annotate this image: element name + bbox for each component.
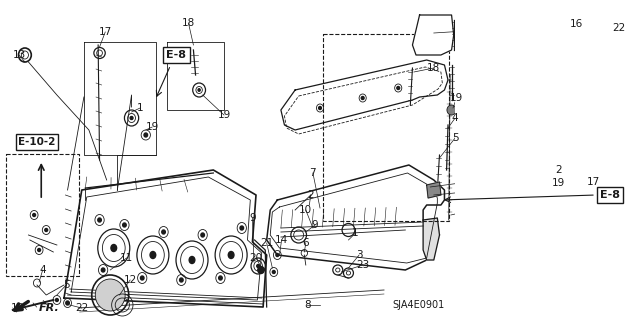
Polygon shape — [412, 15, 454, 55]
Text: 22: 22 — [75, 303, 88, 313]
Text: 18: 18 — [427, 63, 440, 73]
Text: 8: 8 — [304, 300, 310, 310]
Text: 17: 17 — [99, 27, 112, 37]
Ellipse shape — [228, 251, 234, 258]
Ellipse shape — [45, 228, 47, 232]
Polygon shape — [427, 182, 441, 198]
Ellipse shape — [219, 276, 222, 280]
Text: 10: 10 — [300, 205, 312, 215]
Ellipse shape — [257, 264, 260, 268]
Polygon shape — [64, 170, 267, 307]
Ellipse shape — [150, 251, 156, 258]
Text: 3: 3 — [356, 250, 362, 260]
Text: 9: 9 — [249, 213, 256, 223]
Text: E-8: E-8 — [600, 190, 620, 200]
Ellipse shape — [95, 279, 125, 311]
Text: 19: 19 — [552, 178, 565, 188]
Ellipse shape — [101, 268, 105, 272]
Text: 6: 6 — [303, 238, 309, 248]
Ellipse shape — [123, 223, 126, 227]
Polygon shape — [267, 165, 444, 270]
Text: 7: 7 — [310, 168, 316, 178]
Text: FR.: FR. — [39, 303, 60, 313]
Ellipse shape — [33, 213, 36, 217]
Text: 23: 23 — [356, 260, 369, 270]
Ellipse shape — [111, 244, 116, 251]
Text: 20: 20 — [250, 253, 262, 263]
Text: 2: 2 — [555, 165, 561, 175]
Ellipse shape — [198, 89, 200, 91]
Ellipse shape — [276, 254, 279, 256]
Text: 4: 4 — [452, 113, 458, 123]
Text: E-8: E-8 — [166, 50, 186, 60]
Ellipse shape — [189, 256, 195, 263]
Text: 4: 4 — [39, 265, 46, 275]
Text: 13: 13 — [13, 50, 26, 60]
Text: 9: 9 — [312, 220, 318, 230]
Ellipse shape — [66, 301, 69, 305]
Text: 1: 1 — [352, 228, 359, 238]
Text: E-10-2: E-10-2 — [19, 137, 56, 147]
Text: 14: 14 — [275, 235, 288, 245]
Ellipse shape — [162, 230, 165, 234]
Text: 5: 5 — [452, 133, 458, 143]
Text: 2: 2 — [307, 190, 314, 200]
Text: 19: 19 — [145, 122, 159, 132]
Ellipse shape — [140, 276, 144, 280]
Text: 1: 1 — [137, 103, 143, 113]
Text: 17: 17 — [587, 177, 600, 187]
Ellipse shape — [38, 249, 40, 251]
Polygon shape — [423, 218, 440, 260]
Text: SJA4E0901: SJA4E0901 — [392, 300, 444, 310]
Text: 18: 18 — [182, 18, 195, 28]
Ellipse shape — [56, 299, 58, 301]
Text: 16: 16 — [570, 19, 582, 29]
Ellipse shape — [273, 271, 275, 273]
Ellipse shape — [180, 278, 183, 282]
Text: 22: 22 — [612, 23, 625, 33]
Ellipse shape — [397, 86, 399, 90]
Ellipse shape — [144, 133, 148, 137]
Text: 11: 11 — [120, 253, 133, 263]
Ellipse shape — [98, 218, 101, 222]
Ellipse shape — [447, 105, 456, 115]
Text: 5: 5 — [63, 280, 70, 290]
Ellipse shape — [130, 116, 133, 120]
Ellipse shape — [361, 97, 364, 100]
Polygon shape — [281, 60, 448, 130]
Text: 21: 21 — [260, 238, 273, 248]
Ellipse shape — [258, 266, 264, 273]
Ellipse shape — [319, 107, 321, 109]
Text: 19: 19 — [218, 110, 230, 120]
Ellipse shape — [201, 233, 204, 237]
Text: 19: 19 — [450, 93, 463, 103]
Ellipse shape — [240, 226, 244, 230]
Text: 15: 15 — [11, 303, 24, 313]
Text: 12: 12 — [124, 275, 137, 285]
